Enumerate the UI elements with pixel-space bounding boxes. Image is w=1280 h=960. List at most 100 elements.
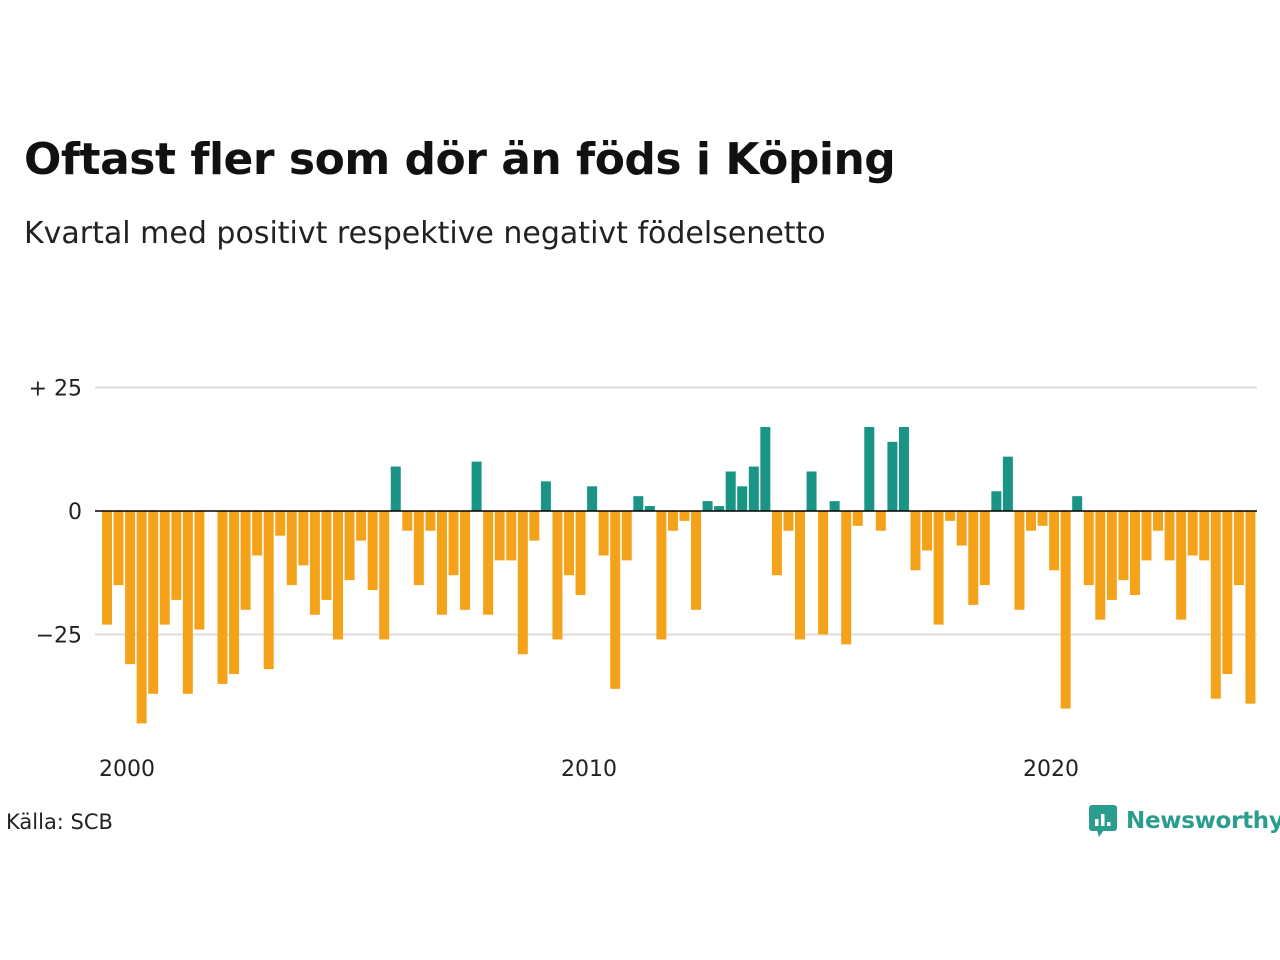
bar	[621, 511, 632, 561]
bar	[898, 427, 909, 511]
bar	[102, 511, 112, 625]
bar	[795, 511, 805, 640]
bar	[979, 511, 990, 586]
bar	[737, 486, 748, 511]
bar	[1095, 511, 1106, 620]
bar	[598, 511, 609, 556]
bar	[483, 511, 494, 615]
bar	[1199, 511, 1210, 561]
bar	[379, 511, 390, 640]
bar	[356, 511, 367, 541]
bar	[956, 511, 967, 546]
bar	[367, 511, 378, 591]
bar	[402, 511, 413, 531]
bar	[887, 441, 898, 511]
bar	[436, 511, 447, 615]
bar	[1106, 511, 1117, 600]
bar	[933, 511, 944, 625]
bar	[1037, 511, 1048, 526]
bar	[864, 427, 875, 511]
bar	[829, 501, 840, 511]
bar	[748, 466, 759, 511]
bar	[460, 511, 471, 610]
bar	[1118, 511, 1129, 581]
bar	[1072, 496, 1083, 511]
bar	[171, 511, 182, 600]
x-tick-label: 2000	[99, 757, 155, 782]
bar	[1141, 511, 1152, 561]
bar	[1210, 511, 1221, 699]
bar	[540, 481, 551, 511]
bar	[113, 511, 124, 586]
bar	[309, 511, 320, 615]
bar	[714, 506, 725, 511]
bar	[1014, 511, 1025, 610]
bar	[968, 511, 979, 605]
y-tick-label: 0	[68, 500, 82, 525]
bar	[494, 511, 505, 561]
bar	[633, 496, 644, 511]
bar	[760, 427, 771, 511]
bar	[517, 511, 528, 655]
bar	[125, 511, 136, 665]
bar	[1026, 511, 1036, 531]
bar	[136, 511, 147, 724]
bar	[702, 501, 713, 511]
bar	[425, 511, 436, 531]
newsworthy-logo-icon	[1089, 805, 1117, 837]
bar	[159, 511, 170, 625]
bar	[656, 511, 667, 640]
bar	[725, 471, 736, 511]
bar	[529, 511, 540, 541]
bar	[667, 511, 678, 531]
bar	[321, 511, 332, 600]
bar-chart: + 25 0 −25 2000 2010 2020	[29, 377, 1257, 782]
bar	[1049, 511, 1060, 571]
bar	[240, 511, 251, 610]
bar	[471, 461, 482, 511]
bar	[1187, 511, 1198, 556]
bar	[1060, 511, 1071, 709]
bar	[298, 511, 309, 566]
bar	[275, 511, 286, 536]
bar	[448, 511, 459, 576]
bar	[564, 511, 574, 576]
bar	[506, 511, 517, 561]
y-tick-label: + 25	[29, 377, 82, 402]
bar	[217, 511, 228, 684]
bar	[806, 471, 817, 511]
bar	[1176, 511, 1187, 620]
bar	[390, 466, 401, 511]
bar	[1222, 511, 1233, 675]
bar	[344, 511, 355, 581]
bar	[1083, 511, 1094, 586]
bar	[333, 511, 343, 640]
bar	[552, 511, 563, 640]
bar	[1002, 456, 1013, 511]
bar	[229, 511, 240, 675]
bar	[691, 511, 702, 610]
bar	[1233, 511, 1244, 586]
bar	[922, 511, 933, 551]
newsworthy-logo: Newsworthy	[1088, 804, 1280, 838]
bar	[148, 511, 159, 694]
bar	[182, 511, 193, 694]
bar	[771, 511, 782, 576]
bar	[194, 511, 205, 630]
bar	[610, 511, 621, 689]
source-note: Källa: SCB	[6, 810, 113, 834]
bar	[875, 511, 886, 531]
bar	[852, 511, 863, 526]
bar	[575, 511, 586, 595]
bar	[945, 511, 956, 521]
bar	[1164, 511, 1175, 561]
bar	[1245, 511, 1256, 704]
x-tick-label: 2010	[561, 757, 617, 782]
bar	[841, 511, 852, 645]
bar	[644, 506, 655, 511]
chart-subtitle: Kvartal med positivt respektive negativt…	[24, 216, 826, 251]
bar	[286, 511, 297, 586]
bar	[252, 511, 263, 556]
logo-text: Newsworthy	[1126, 808, 1280, 834]
bar	[818, 511, 829, 635]
